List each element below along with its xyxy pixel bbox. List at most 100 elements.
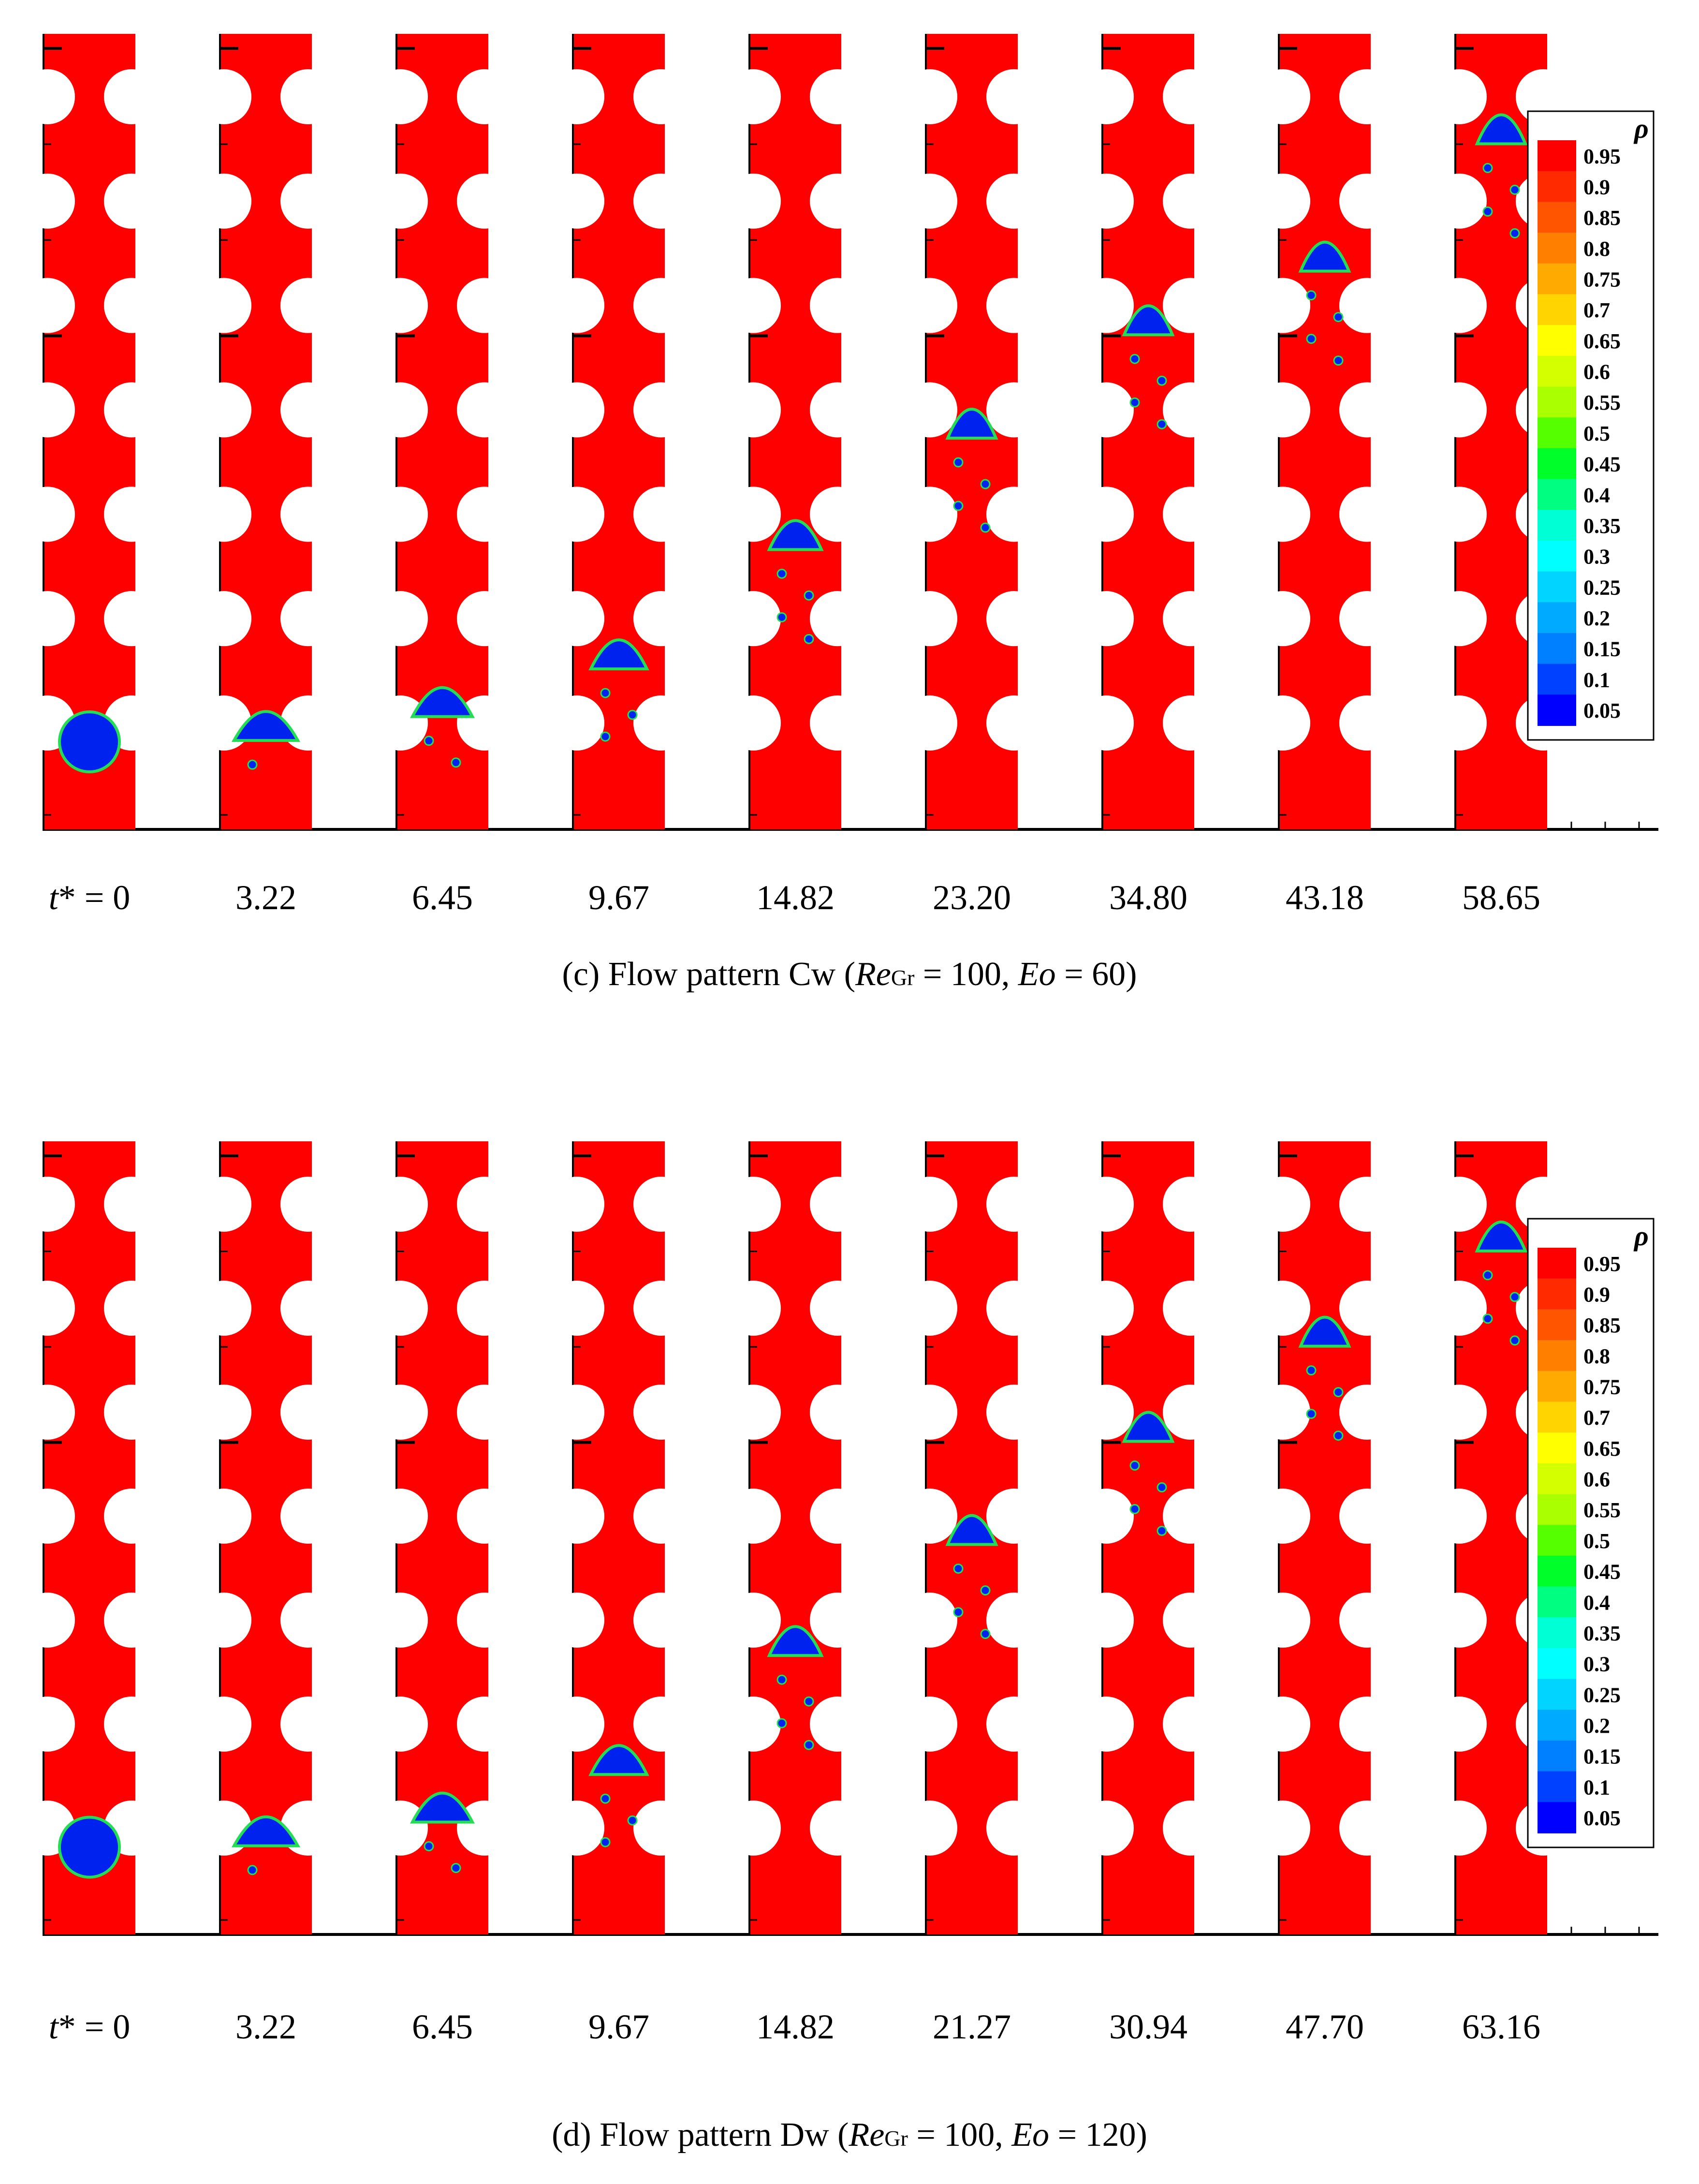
- colorbar: ρ 0.95 0.9 0.85 0.8 0.75 0.7 0.65 0.6 0.55 0.5 0.45…: [1527, 110, 1655, 741]
- bubble: [767, 1625, 824, 1657]
- satellite-droplet: [776, 568, 787, 579]
- satellite-droplet: [1306, 1409, 1317, 1419]
- obstacle-right: [1339, 1281, 1394, 1336]
- colorbar-level-label: 0.05: [1583, 1806, 1621, 1830]
- frame-0: [20, 34, 159, 829]
- obstacle-right: [104, 1281, 159, 1336]
- obstacle-right: [1163, 1593, 1218, 1648]
- bubble: [1122, 1411, 1175, 1443]
- obstacle-left: [726, 695, 781, 751]
- frame-2: [373, 1141, 512, 1934]
- satellite-droplet: [953, 1564, 964, 1574]
- time-label: 9.67: [588, 878, 649, 917]
- obstacle-left: [196, 1281, 251, 1336]
- obstacle-left: [902, 487, 957, 542]
- colorbar-level-label: 0.4: [1583, 483, 1610, 507]
- obstacle-right: [810, 1385, 865, 1440]
- obstacle-right: [810, 1177, 865, 1232]
- obstacle-left: [902, 1697, 957, 1752]
- obstacle-right: [810, 1593, 865, 1648]
- obstacle-left: [726, 69, 781, 124]
- obstacle-left: [373, 69, 428, 124]
- obstacle-right: [280, 1385, 336, 1440]
- obstacle-right: [280, 173, 336, 229]
- colorbar-level-label: 0.45: [1583, 1560, 1621, 1584]
- obstacle-right: [986, 1177, 1041, 1232]
- time-label: 58.65: [1462, 878, 1540, 917]
- obstacle-right: [457, 1281, 512, 1336]
- colorbar-swatch: [1538, 1340, 1576, 1372]
- colorbar-level-label: 0.2: [1583, 1714, 1610, 1738]
- satellite-droplet: [627, 1815, 638, 1826]
- colorbar-swatch: [1538, 294, 1576, 326]
- obstacle-left: [1432, 1177, 1487, 1232]
- obstacle-left: [1432, 695, 1487, 751]
- obstacle-right: [986, 1593, 1041, 1648]
- obstacle-right: [810, 69, 865, 124]
- colorbar-level-label: 0.05: [1583, 699, 1621, 723]
- obstacle-right: [1339, 382, 1394, 438]
- time-label: 6.45: [412, 2007, 473, 2046]
- obstacle-right: [810, 1489, 865, 1544]
- colorbar-swatch: [1538, 1432, 1576, 1464]
- obstacle-left: [373, 278, 428, 333]
- time-label: 43.18: [1286, 878, 1364, 917]
- colorbar-level-label: 0.95: [1583, 1252, 1621, 1276]
- obstacle-left: [20, 487, 75, 542]
- obstacle-right: [457, 69, 512, 124]
- colorbar-level-label: 0.8: [1583, 1344, 1610, 1368]
- colorbar-level-label: 0.35: [1583, 514, 1621, 538]
- bubble: [1298, 1315, 1351, 1348]
- obstacle-right: [986, 382, 1041, 438]
- colorbar-swatch: [1538, 1248, 1576, 1279]
- obstacle-left: [1079, 1593, 1134, 1648]
- obstacle-right: [457, 382, 512, 438]
- obstacle-right: [986, 591, 1041, 647]
- obstacle-right: [1163, 1697, 1218, 1752]
- colorbar-swatch: [1538, 263, 1576, 295]
- obstacle-left: [726, 1697, 781, 1752]
- satellite-droplet: [1157, 375, 1167, 386]
- colorbar-level-label: 0.15: [1583, 1745, 1621, 1769]
- obstacle-right: [1163, 1489, 1218, 1544]
- colorbar-swatch: [1538, 233, 1576, 264]
- satellite-droplet: [953, 457, 964, 468]
- obstacle-left: [20, 173, 75, 229]
- satellite-droplet: [1157, 1525, 1167, 1536]
- bubble: [1475, 113, 1528, 146]
- colorbar-swatch: [1538, 1402, 1576, 1433]
- colorbar-title: ρ: [1633, 113, 1649, 144]
- colorbar-swatch: [1538, 202, 1576, 234]
- colorbar-swatch: [1538, 1617, 1576, 1649]
- obstacle-right: [633, 173, 688, 229]
- obstacle-left: [1079, 1385, 1134, 1440]
- obstacle-left: [726, 382, 781, 438]
- obstacle-left: [549, 69, 604, 124]
- colorbar-level-label: 0.85: [1583, 1313, 1621, 1337]
- obstacle-left: [549, 487, 604, 542]
- obstacle-right: [457, 487, 512, 542]
- obstacle-right: [1339, 1489, 1394, 1544]
- obstacle-right: [1163, 1385, 1218, 1440]
- bubble: [58, 710, 121, 774]
- bubble: [410, 1791, 475, 1824]
- satellite-droplet: [980, 479, 991, 489]
- colorbar-level-label: 0.7: [1583, 1406, 1610, 1430]
- obstacle-right: [986, 1281, 1041, 1336]
- colorbar-swatch: [1538, 448, 1576, 480]
- obstacle-right: [104, 1385, 159, 1440]
- obstacle-left: [549, 1281, 604, 1336]
- obstacle-left: [373, 487, 428, 542]
- obstacle-right: [280, 382, 336, 438]
- satellite-droplet: [1482, 1270, 1493, 1281]
- obstacle-right: [457, 591, 512, 647]
- time-label: t* = 0: [48, 2007, 131, 2046]
- obstacle-left: [1079, 1697, 1134, 1752]
- satellite-droplet: [804, 1740, 814, 1750]
- obstacle-left: [902, 1281, 957, 1336]
- frame-6: [1079, 34, 1218, 829]
- obstacle-left: [1255, 591, 1310, 647]
- colorbar-swatch: [1538, 602, 1576, 634]
- colorbar-level-label: 0.65: [1583, 1437, 1621, 1461]
